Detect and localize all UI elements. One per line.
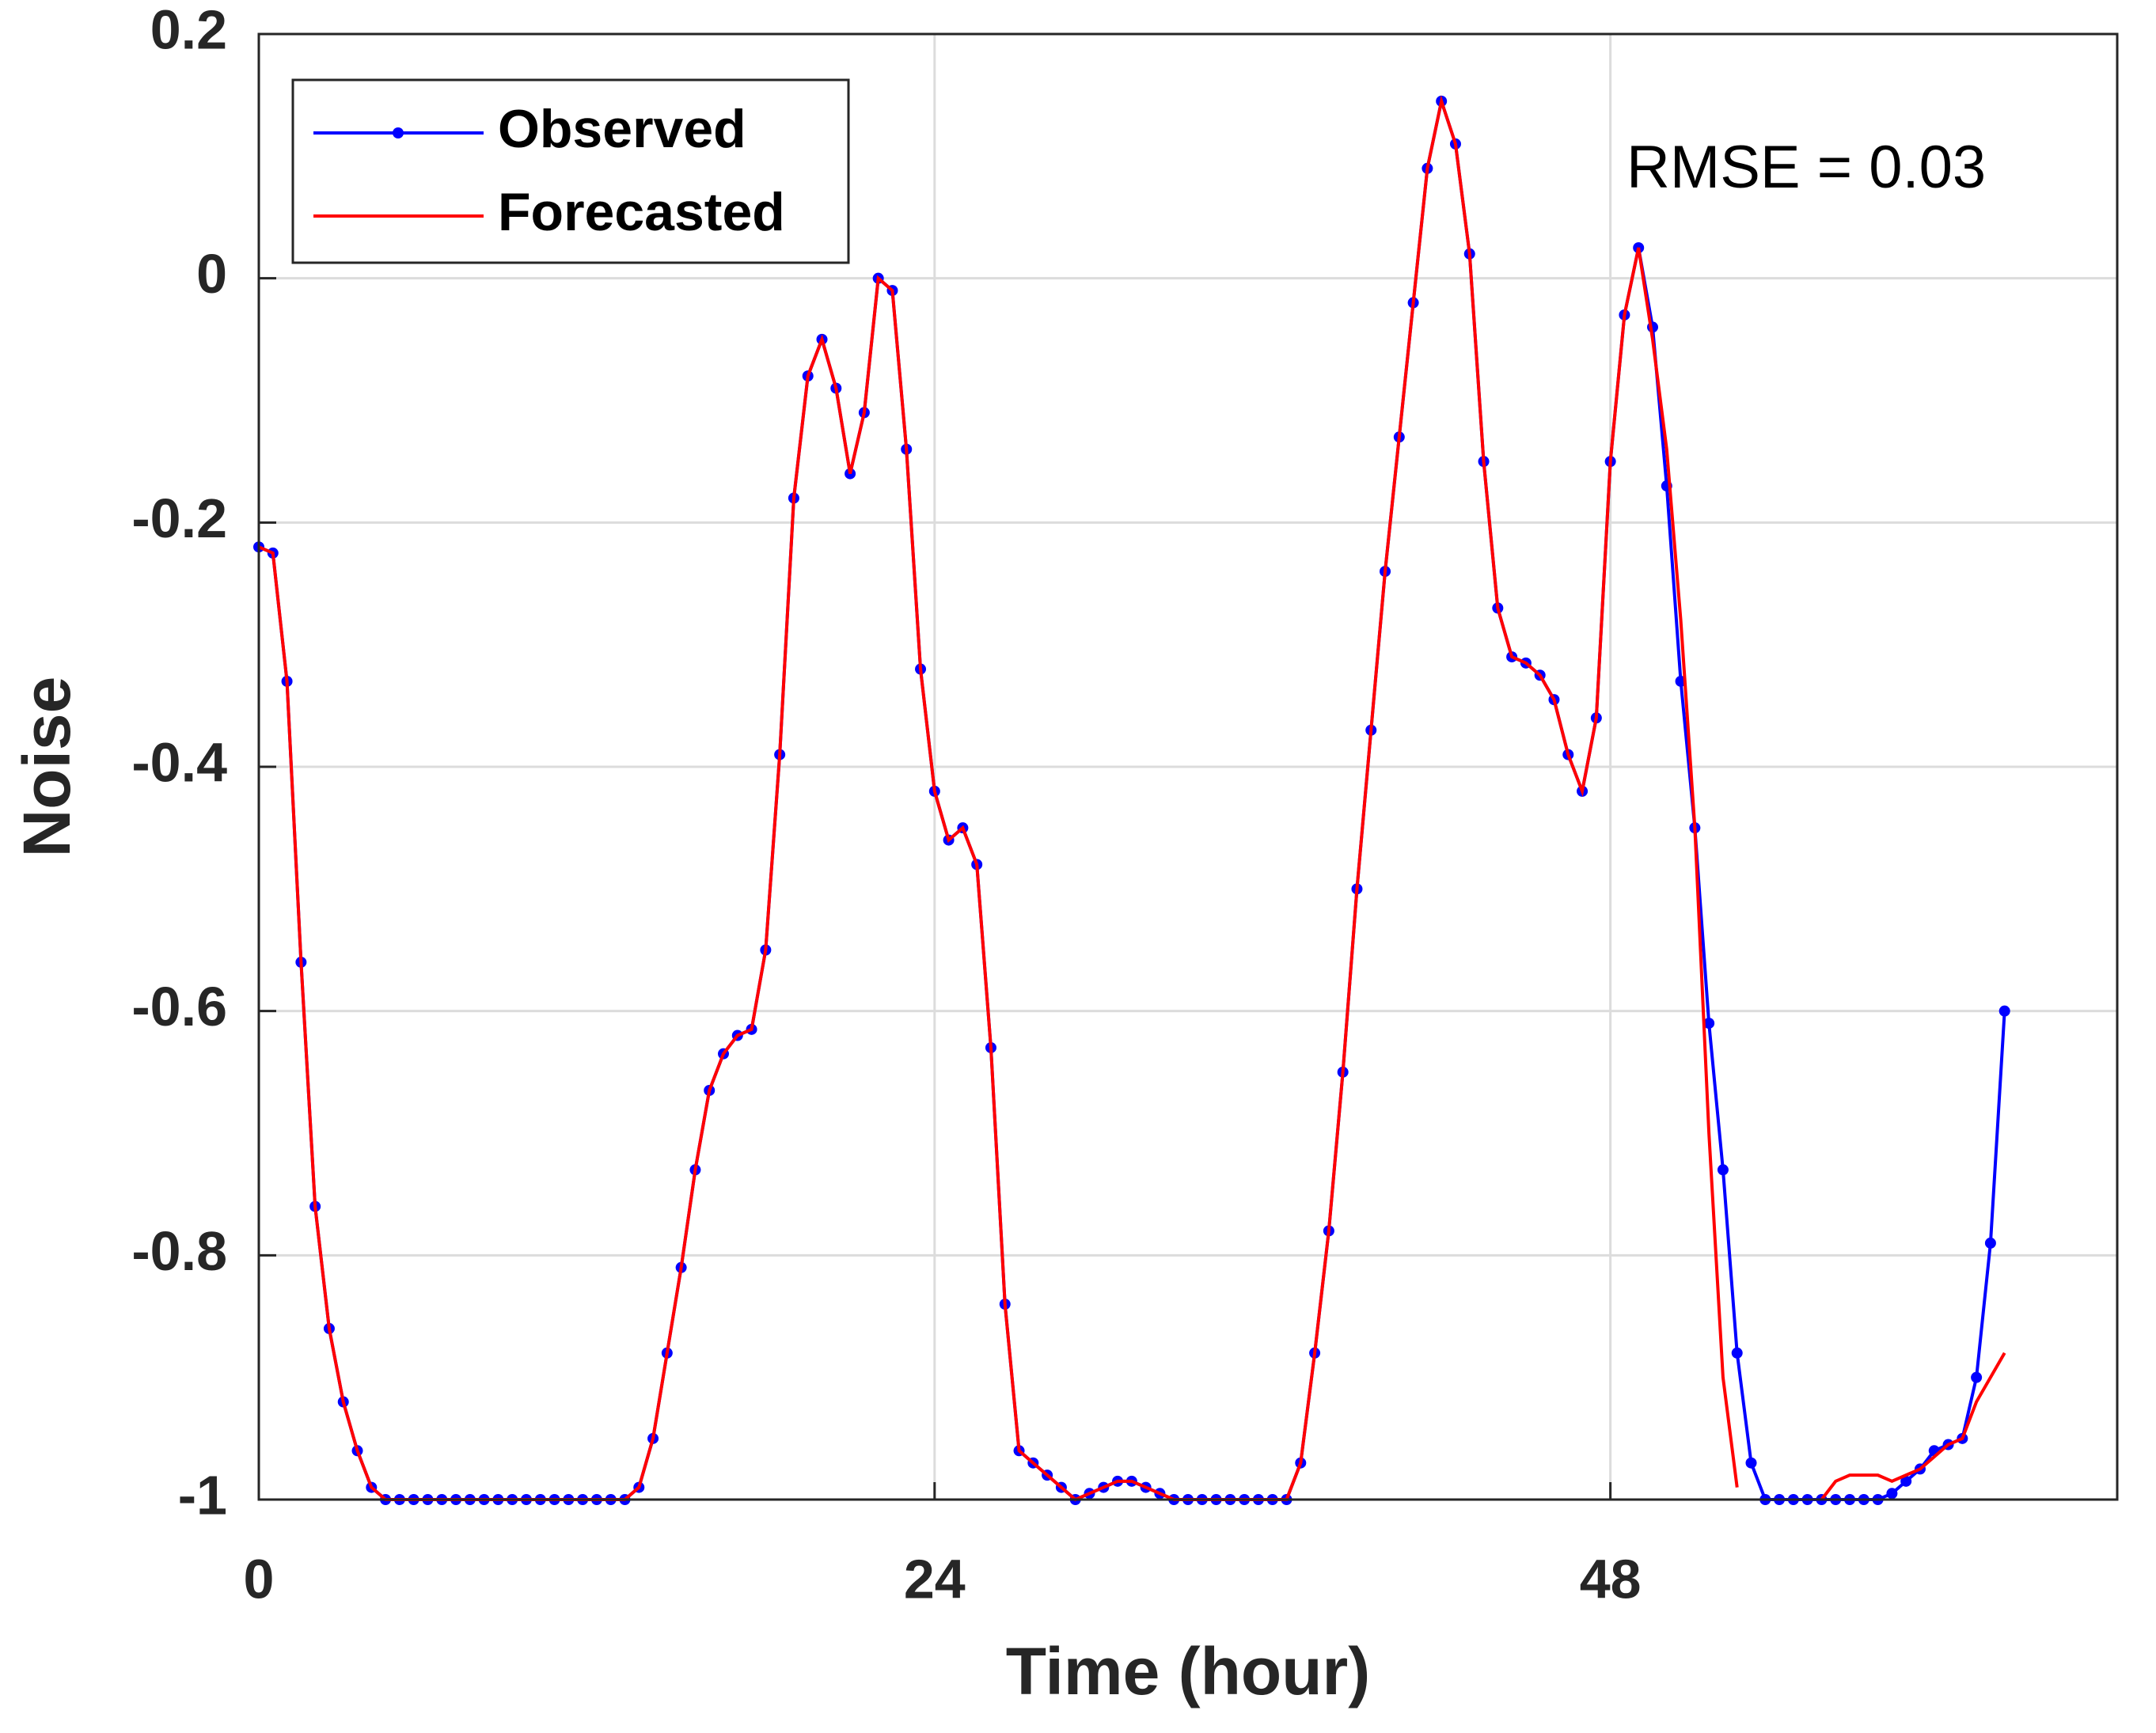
y-axis-label: Noise bbox=[9, 677, 84, 858]
x-axis-label: Time (hour) bbox=[1006, 1634, 1370, 1708]
x-tick-label: 0 bbox=[244, 1548, 275, 1610]
y-tick-label: -0.4 bbox=[131, 731, 227, 793]
data-point bbox=[1886, 1488, 1898, 1500]
y-tick-label: -0.2 bbox=[131, 487, 227, 549]
y-tick-label: 0.2 bbox=[150, 0, 227, 60]
y-tick-label: -0.8 bbox=[131, 1220, 227, 1282]
annotation: RMSE = 0.03 bbox=[1626, 134, 1986, 201]
data-point bbox=[1703, 1018, 1715, 1030]
data-point bbox=[1998, 1005, 2010, 1017]
legend-label: Forecasted bbox=[498, 182, 785, 242]
ticks: 0 24 48 -1 -0.8 -0.6 -0.4 -0.2 0 0.2 bbox=[131, 0, 1641, 1610]
data-point bbox=[1745, 1457, 1757, 1469]
data-point bbox=[1717, 1164, 1729, 1176]
legend-box bbox=[291, 78, 850, 264]
legend: Observed Forecasted bbox=[291, 78, 850, 264]
data-point bbox=[1900, 1475, 1912, 1487]
y-tick-label: -1 bbox=[178, 1464, 227, 1526]
data-point bbox=[1971, 1371, 1983, 1383]
y-tick-label: 0 bbox=[196, 243, 227, 305]
data-point bbox=[1731, 1347, 1743, 1359]
x-tick-label: 48 bbox=[1580, 1548, 1642, 1610]
legend-label: Observed bbox=[498, 99, 746, 159]
x-tick-label: 24 bbox=[904, 1548, 966, 1610]
legend-marker bbox=[393, 127, 404, 138]
y-tick-label: -0.6 bbox=[131, 976, 227, 1037]
data-point bbox=[1984, 1237, 1996, 1249]
